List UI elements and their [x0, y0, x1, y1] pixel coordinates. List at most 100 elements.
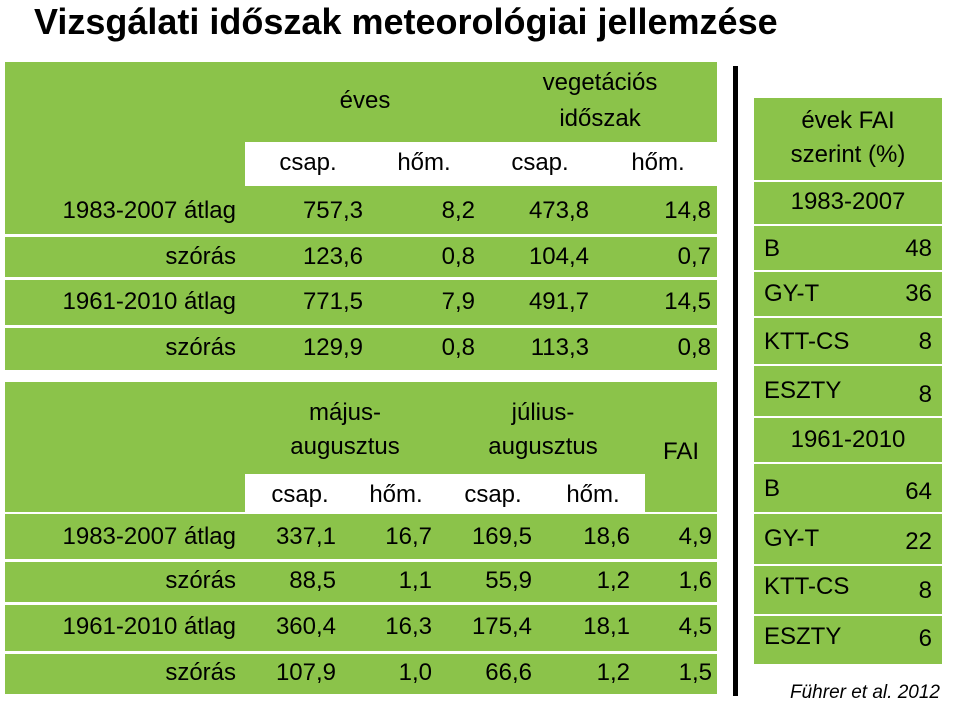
right-table-row-label: B: [764, 475, 781, 502]
table1-cell: 757,3: [302, 197, 363, 224]
table2-row-bg: [5, 605, 717, 651]
right-table-row-bg: [754, 226, 942, 270]
table1-header-veg-bg: [485, 62, 717, 142]
table2-cell: 66,6: [485, 659, 532, 686]
right-table-row-label: B: [764, 235, 781, 262]
right-table-row-bg: [754, 616, 942, 664]
table1-cell: 8,2: [441, 197, 475, 224]
table1-cell: 14,5: [664, 288, 711, 315]
table2-group-majus-line2: augusztus: [290, 433, 400, 460]
right-table-period-1983: 1983-2007: [790, 188, 906, 215]
table2-row-label: szórás: [165, 659, 236, 686]
table1-header-eves-bg: [245, 62, 485, 142]
right-table-row-bg: [754, 318, 942, 364]
table2-subheader-majus-csap: csap.: [271, 481, 329, 508]
table1-cell: 0,8: [677, 334, 711, 361]
table1-cell: 0,8: [441, 334, 475, 361]
right-table-period-1961: 1961-2010: [790, 426, 906, 453]
right-table-row-value: 48: [905, 235, 932, 262]
table2-row-bg: [5, 562, 717, 602]
table2-cell: 16,7: [385, 523, 432, 550]
right-table-row-value: 6: [918, 625, 932, 652]
table1-row-label: 1961-2010 átlag: [62, 288, 236, 315]
right-table-row-value: 8: [918, 328, 932, 355]
table1-cell: 14,8: [664, 197, 711, 224]
table2-cell: 175,4: [471, 613, 532, 640]
table1-row-bg: [5, 186, 717, 234]
table1-group-veg-line2: időszak: [559, 105, 641, 132]
table2-cell: 360,4: [275, 613, 336, 640]
table1-row-bg: [5, 280, 717, 325]
table2-row-bg: [5, 514, 717, 559]
table2-cell: 337,1: [275, 523, 336, 550]
right-table-row-label: KTT-CS: [764, 573, 850, 600]
table1-subheader-veg-hom: hőm.: [631, 149, 685, 176]
table2-header-fai-bg: [645, 382, 717, 512]
page-title: Vizsgálati időszak meteorológiai jellemz…: [34, 1, 778, 42]
table1-group-eves: éves: [339, 87, 391, 114]
right-table-row-label: KTT-CS: [764, 328, 850, 355]
right-table-row-bg: [754, 566, 942, 614]
table2-cell: 18,6: [583, 523, 630, 550]
table2-cell: 4,5: [678, 613, 712, 640]
table1-row-bg: [5, 328, 717, 370]
table1-cell: 7,9: [441, 288, 475, 315]
table2-cell: 1,2: [596, 659, 630, 686]
table2-cell: 1,1: [398, 567, 432, 594]
table1-row-label: szórás: [165, 243, 236, 270]
table1-cell: 123,6: [302, 243, 363, 270]
table1-row-label: szórás: [165, 334, 236, 361]
table2-cell: 107,9: [275, 659, 336, 686]
table2-cell: 18,1: [583, 613, 630, 640]
table1-cell: 113,3: [530, 334, 589, 361]
table1-cell: 0,8: [441, 243, 475, 270]
right-table-row-value: 8: [918, 381, 932, 408]
table2-subheader-julius-csap: csap.: [464, 481, 522, 508]
right-table-row-bg: [754, 366, 942, 416]
citation: Führer et al. 2012: [790, 682, 940, 703]
right-table-row-label: ESZTY: [764, 377, 842, 404]
table2-cell: 1,5: [678, 659, 712, 686]
table1-cell: 0,7: [677, 243, 711, 270]
right-table-row-label: GY-T: [764, 525, 820, 552]
right-table-row-value: 64: [905, 478, 932, 505]
table1-cell: 491,7: [528, 288, 589, 315]
table2-cell: 1,6: [678, 567, 712, 594]
right-table-row-bg: [754, 514, 942, 564]
right-table-row-bg: [754, 272, 942, 316]
table2-cell: 55,9: [485, 567, 532, 594]
right-table-header-bg: [754, 98, 942, 180]
table2-subheader-julius-hom: hőm.: [566, 481, 620, 508]
right-table-row-value: 22: [905, 528, 932, 555]
table1-cell: 129,9: [302, 334, 363, 361]
table2-header-julius-bg: [445, 382, 645, 474]
table2-group-majus-line1: május-: [308, 399, 381, 426]
right-table-row-label: GY-T: [764, 280, 820, 307]
table2-header-majus-bg: [245, 382, 445, 474]
table1-cell: 473,8: [528, 197, 589, 224]
table2-cell: 88,5: [289, 567, 336, 594]
right-table-row-bg: [754, 464, 942, 512]
table2-row-label: 1961-2010 átlag: [62, 613, 236, 640]
right-table-row-label: ESZTY: [764, 623, 842, 650]
vertical-divider: [733, 66, 738, 696]
table1-row-label: 1983-2007 átlag: [62, 197, 236, 224]
right-table-period-bg: [754, 182, 942, 224]
table1-cell: 104,4: [528, 243, 589, 270]
table1-subheader-eves-hom: hőm.: [397, 149, 451, 176]
table2-header-left-bg: [5, 382, 245, 512]
right-table-row-value: 36: [905, 280, 932, 307]
table1-subheader-eves-csap: csap.: [279, 149, 337, 176]
right-table-row-value: 8: [918, 577, 932, 604]
table2-row-bg: [5, 654, 717, 694]
table2-cell: 16,3: [385, 613, 432, 640]
table2-cell: 1,2: [596, 567, 630, 594]
table1-row-bg: [5, 237, 717, 277]
table2-cell: 169,5: [471, 523, 532, 550]
table1-group-veg-line1: vegetációs: [542, 69, 658, 96]
table1-subheader-veg-csap: csap.: [511, 149, 569, 176]
table2-row-label: 1983-2007 átlag: [62, 523, 236, 550]
table2-row-label: szórás: [165, 567, 236, 594]
right-table-header-line1: évek FAI: [801, 107, 895, 134]
table2-fai-header: FAI: [662, 438, 699, 465]
